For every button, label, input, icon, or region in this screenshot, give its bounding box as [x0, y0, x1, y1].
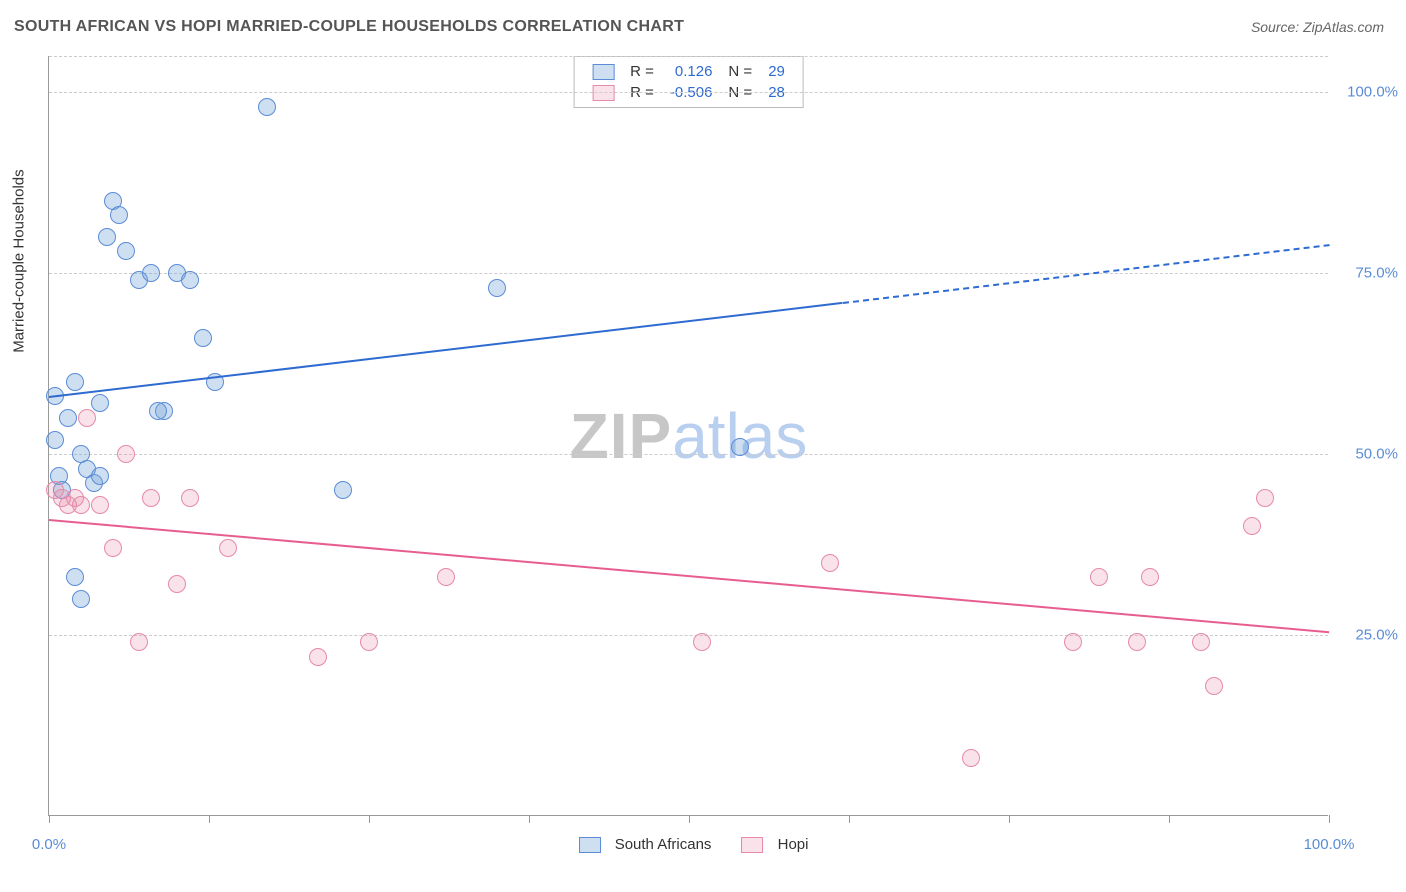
data-point: [46, 431, 64, 449]
x-tick: [689, 815, 690, 823]
data-point: [168, 575, 186, 593]
data-point: [117, 445, 135, 463]
gridline: [49, 92, 1328, 93]
gridline: [49, 273, 1328, 274]
y-tick-label: 100.0%: [1338, 84, 1398, 101]
data-point: [66, 568, 84, 586]
data-point: [72, 496, 90, 514]
data-point: [258, 98, 276, 116]
data-point: [149, 402, 167, 420]
trend-line: [842, 244, 1329, 304]
data-point: [142, 264, 160, 282]
correlation-scatter-chart: Married-couple Households ZIPatlas R =0.…: [48, 56, 1328, 816]
data-point: [1141, 568, 1159, 586]
data-point: [1205, 677, 1223, 695]
data-point: [98, 228, 116, 246]
x-tick: [209, 815, 210, 823]
data-point: [91, 496, 109, 514]
x-tick-label: 100.0%: [1304, 836, 1355, 853]
trend-line: [49, 302, 843, 398]
y-tick-label: 50.0%: [1338, 446, 1398, 463]
data-point: [117, 242, 135, 260]
data-point: [91, 394, 109, 412]
data-point: [91, 467, 109, 485]
x-tick: [1169, 815, 1170, 823]
data-point: [110, 206, 128, 224]
chart-header: SOUTH AFRICAN VS HOPI MARRIED-COUPLE HOU…: [0, 0, 1406, 46]
x-tick: [529, 815, 530, 823]
data-point: [334, 481, 352, 499]
x-tick-label: 0.0%: [32, 836, 66, 853]
y-axis-label: Married-couple Households: [11, 169, 28, 352]
data-point: [130, 633, 148, 651]
watermark-part1: ZIP: [570, 400, 673, 472]
watermark-part2: atlas: [672, 400, 807, 472]
gridline: [49, 454, 1328, 455]
data-point: [66, 373, 84, 391]
x-tick: [1009, 815, 1010, 823]
data-point: [181, 271, 199, 289]
y-tick-label: 75.0%: [1338, 265, 1398, 282]
watermark: ZIPatlas: [570, 399, 808, 473]
data-point: [962, 749, 980, 767]
data-point: [78, 409, 96, 427]
data-point: [181, 489, 199, 507]
x-tick: [849, 815, 850, 823]
data-point: [72, 590, 90, 608]
data-point: [104, 539, 122, 557]
data-point: [693, 633, 711, 651]
legend-stats: R =0.126N =29R =-0.506N =28: [573, 56, 804, 108]
data-point: [1090, 568, 1108, 586]
chart-source: Source: ZipAtlas.com: [1251, 19, 1384, 35]
data-point: [1192, 633, 1210, 651]
trend-line: [49, 519, 1329, 633]
data-point: [731, 438, 749, 456]
data-point: [1256, 489, 1274, 507]
data-point: [1128, 633, 1146, 651]
legend-series: South Africans Hopi: [559, 836, 819, 853]
x-tick: [369, 815, 370, 823]
data-point: [309, 648, 327, 666]
legend-item: Hopi: [731, 836, 808, 853]
legend-item: South Africans: [569, 836, 712, 853]
x-tick: [1329, 815, 1330, 823]
data-point: [1064, 633, 1082, 651]
data-point: [821, 554, 839, 572]
data-point: [1243, 517, 1261, 535]
y-tick-label: 25.0%: [1338, 627, 1398, 644]
gridline: [49, 56, 1328, 57]
data-point: [219, 539, 237, 557]
x-tick: [49, 815, 50, 823]
data-point: [59, 409, 77, 427]
data-point: [437, 568, 455, 586]
chart-title: SOUTH AFRICAN VS HOPI MARRIED-COUPLE HOU…: [14, 18, 684, 36]
data-point: [194, 329, 212, 347]
data-point: [360, 633, 378, 651]
data-point: [488, 279, 506, 297]
data-point: [142, 489, 160, 507]
